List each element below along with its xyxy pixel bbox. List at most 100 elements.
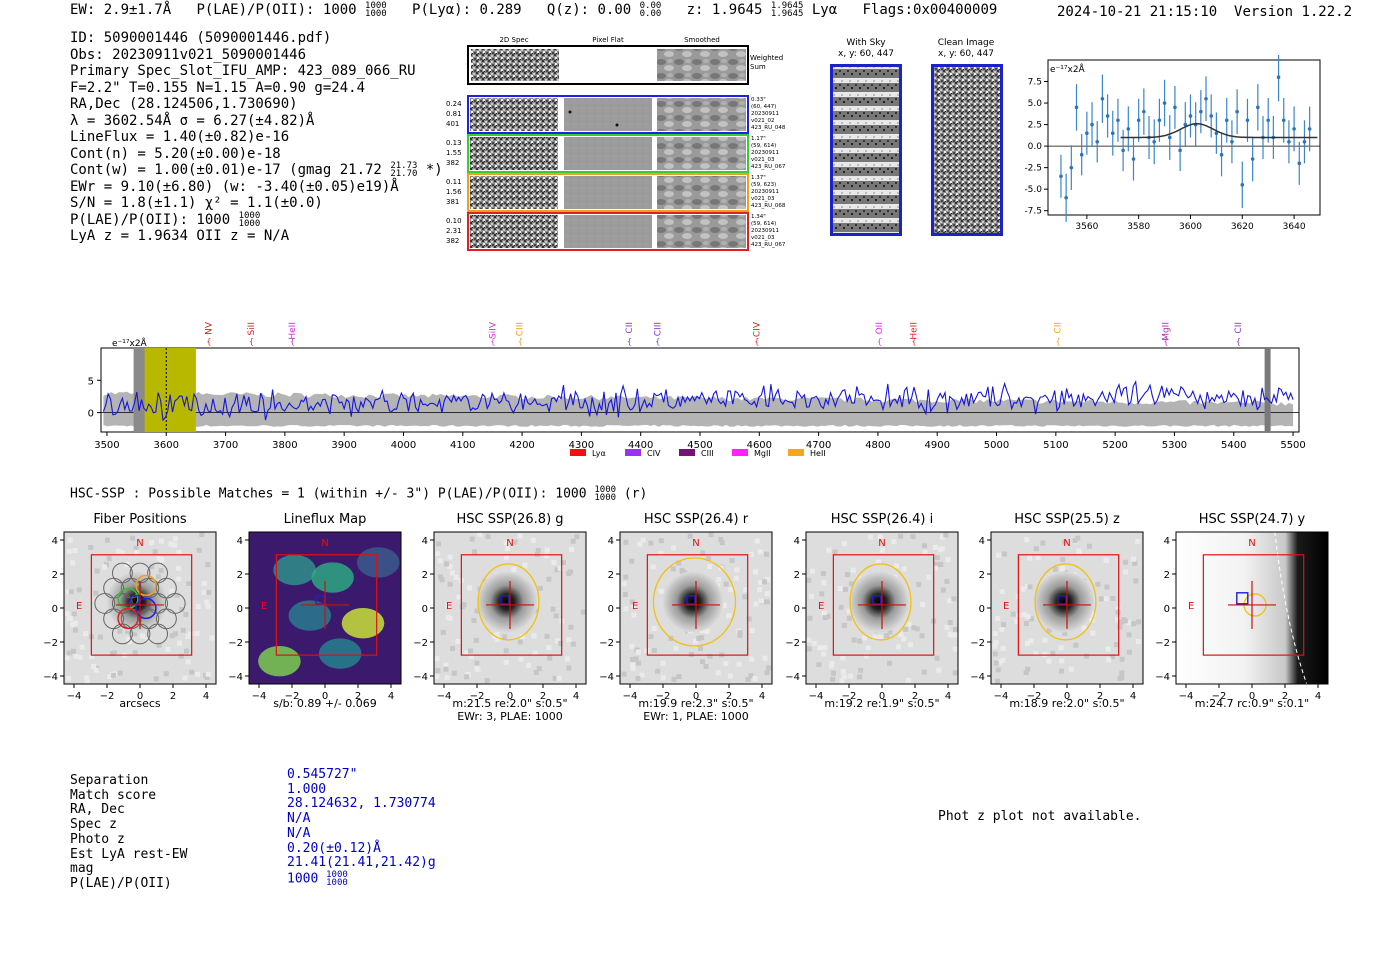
panel-ytick-label: 0	[1164, 604, 1170, 615]
noise-pixel	[1098, 596, 1104, 602]
noise-pixel	[877, 634, 883, 640]
cutout-left-label: 0.10	[446, 217, 462, 225]
noise-pixel	[629, 599, 635, 605]
noise-pixel	[932, 544, 938, 550]
noise-pixel	[708, 532, 714, 538]
fit-ytick-label: -7.5	[1024, 207, 1042, 217]
noise-pixel	[440, 629, 446, 635]
noise-pixel	[434, 656, 440, 662]
spectrum-legend: Lyα CIV CIII MgII HeII	[570, 449, 826, 458]
fit-point	[1209, 114, 1213, 118]
east-label: E	[632, 601, 638, 612]
match-label: Est LyA rest-EW	[70, 846, 188, 862]
contw-hi: 21.73	[390, 161, 418, 171]
noise-pixel	[1133, 578, 1139, 584]
noise-pixel	[1021, 611, 1027, 617]
spectrum-flux-line	[102, 379, 1294, 422]
noise-pixel	[742, 594, 748, 600]
fit-point	[1256, 105, 1260, 110]
noise-pixel	[901, 636, 907, 642]
fit-point	[1079, 152, 1084, 157]
fit-point	[1204, 96, 1208, 101]
clean-image-xy: x, y: 60, 447	[938, 49, 994, 59]
noise-pixel	[185, 633, 191, 639]
target-box	[872, 595, 882, 605]
fit-point	[1142, 109, 1146, 114]
cutout-smoothed	[657, 215, 746, 248]
noise-pixel	[995, 615, 1001, 621]
noise-pixel	[199, 532, 205, 538]
noise-pixel	[1119, 656, 1125, 662]
panel-ytick-label: −2	[229, 638, 243, 649]
panel-ytick-label: 4	[608, 536, 614, 547]
hsc-panel-caption: m:19.9 re:2.3" s:0.5" EWr: 1, PLAE: 1000	[590, 697, 802, 723]
panel-xtick-label: 4	[1315, 691, 1321, 702]
noise-pixel	[447, 564, 453, 570]
panel-xtick-label: −2	[100, 691, 115, 702]
lineflux-blob	[273, 554, 316, 586]
noise-pixel	[758, 598, 764, 604]
cutout-pixelflat	[564, 215, 652, 248]
fiber-circle	[94, 593, 116, 614]
noise-pixel	[580, 609, 586, 615]
ew-value: EW: 2.9±1.7Å	[70, 2, 172, 18]
fit-point	[1131, 157, 1136, 161]
panel-xtick-label: 0	[1249, 691, 1255, 702]
noise-pixel	[875, 559, 881, 565]
noise-pixel	[676, 560, 682, 566]
aperture-ellipse	[477, 563, 540, 641]
fit-point	[1121, 148, 1125, 153]
noise-pixel	[940, 587, 946, 593]
info-lambda: λ = 3602.54Å σ = 6.27(±4.82)Å	[70, 112, 315, 129]
noise-pixel	[535, 547, 541, 553]
noise-pixel	[749, 552, 755, 558]
hsc-panel: N E 4 2 0 −2 −4 −4 −2 0 2 4	[786, 531, 959, 702]
noise-pixel	[163, 671, 169, 677]
noise-pixel	[551, 560, 557, 566]
noise-pixel	[879, 547, 885, 553]
noise-pixel	[841, 674, 847, 680]
panel-xtick-label: 0	[507, 691, 513, 702]
noise-pixel	[636, 660, 642, 666]
noise-pixel	[205, 562, 211, 568]
legend-swatch	[625, 449, 641, 456]
north-label: N	[1248, 538, 1255, 549]
noise-pixel	[511, 567, 517, 573]
hsc-header-hi: 1000	[594, 485, 617, 495]
fit-xtick-label: 3560	[1075, 222, 1098, 232]
noise-pixel	[532, 650, 538, 656]
noise-pixel	[519, 634, 525, 640]
fit-point	[1178, 148, 1182, 153]
info-contw: Cont(w) = 1.00(±0.01)e-17 (gmag 21.72 21…	[70, 162, 443, 179]
cutout-dot	[615, 123, 619, 127]
fit-point	[1188, 114, 1193, 118]
photz-note: Phot z plot not available.	[938, 809, 1142, 824]
spectrum-xtick-label: 5300	[1162, 440, 1187, 451]
emission-line-tick: {	[627, 337, 632, 346]
target-box	[315, 595, 325, 605]
noise-pixel	[94, 568, 100, 574]
panel-ytick-label: 0	[52, 604, 58, 615]
lineflux-blob	[258, 646, 301, 677]
target-box	[686, 595, 696, 605]
panel-xtick-label: 4	[1130, 691, 1136, 702]
noise-pixel	[447, 615, 453, 621]
noise-pixel	[648, 540, 654, 546]
noise-pixel	[822, 615, 828, 621]
cutout-dot	[568, 110, 572, 114]
panel-xtick-label: 0	[137, 691, 143, 702]
info-lyaz: LyA z = 1.9634 OII z = N/A	[70, 228, 290, 244]
noise-pixel	[699, 635, 705, 641]
noise-pixel	[825, 613, 831, 619]
noise-pixel	[176, 640, 182, 646]
cutout-left-label: 1.56	[446, 188, 462, 196]
line-fit-ticks: 3560 3580 3600 3620 3640 -7.5 -5.0 -2.5 0.0 2.5 5.…	[1024, 78, 1320, 232]
cutout-right-label: 423_RU_048	[751, 125, 786, 131]
panel-xtick-label: 2	[1097, 691, 1103, 702]
noise-pixel	[810, 568, 816, 574]
noise-pixel	[895, 644, 901, 650]
cutout-left-label: 381	[446, 198, 459, 206]
noise-pixel	[737, 630, 743, 636]
noise-pixel	[434, 674, 440, 680]
